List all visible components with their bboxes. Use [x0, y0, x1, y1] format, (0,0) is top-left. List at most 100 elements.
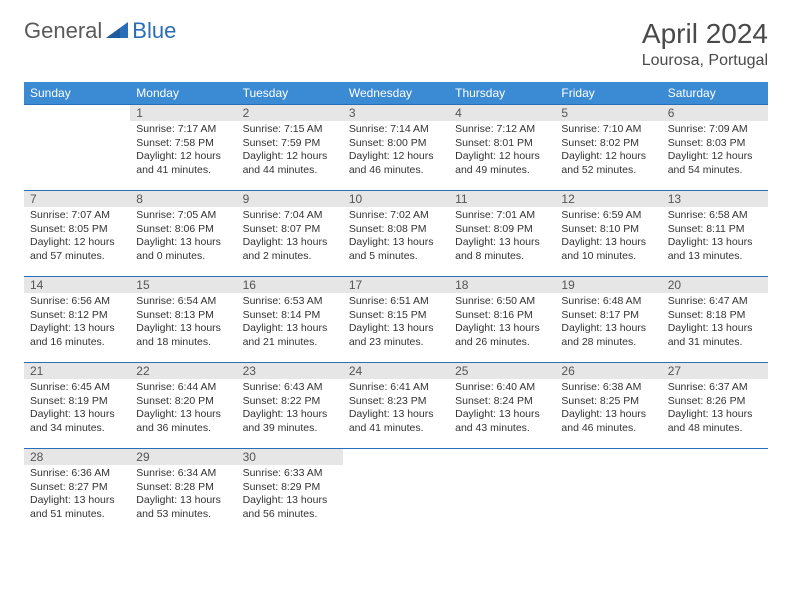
- sunrise-line: Sunrise: 6:38 AM: [561, 381, 655, 395]
- day-cell: 26 Sunrise: 6:38 AMSunset: 8:25 PMDayligh…: [555, 363, 661, 449]
- daylight-line: Daylight: 13 hours and 21 minutes.: [243, 322, 337, 349]
- day-details: Sunrise: 7:07 AMSunset: 8:05 PMDaylight:…: [24, 207, 130, 268]
- sunset-line: Sunset: 8:20 PM: [136, 395, 230, 409]
- day-number: 30: [237, 449, 343, 465]
- day-cell: 28Sunrise: 6:36 AMSunset: 8:27 PMDayligh…: [24, 449, 130, 535]
- day-number: 29: [130, 449, 236, 465]
- day-number: 6: [662, 105, 768, 121]
- sunrise-line: Sunrise: 6:45 AM: [30, 381, 124, 395]
- day-details: Sunrise: 7:17 AMSunset: 7:58 PMDaylight:…: [130, 121, 236, 182]
- weekday-header: Friday: [555, 82, 661, 105]
- sunset-line: Sunset: 8:05 PM: [30, 223, 124, 237]
- empty-cell: [24, 105, 130, 191]
- day-number: 16: [237, 277, 343, 293]
- daylight-line: Daylight: 13 hours and 56 minutes.: [243, 494, 337, 521]
- daylight-line: Daylight: 12 hours and 49 minutes.: [455, 150, 549, 177]
- daylight-line: Daylight: 13 hours and 36 minutes.: [136, 408, 230, 435]
- sunset-line: Sunset: 8:23 PM: [349, 395, 443, 409]
- sunrise-line: Sunrise: 7:17 AM: [136, 123, 230, 137]
- sunset-line: Sunset: 7:58 PM: [136, 137, 230, 151]
- sunset-line: Sunset: 7:59 PM: [243, 137, 337, 151]
- sunrise-line: Sunrise: 6:59 AM: [561, 209, 655, 223]
- day-cell: 15Sunrise: 6:54 AMSunset: 8:13 PMDayligh…: [130, 277, 236, 363]
- weekday-header: Tuesday: [237, 82, 343, 105]
- sunset-line: Sunset: 8:00 PM: [349, 137, 443, 151]
- sunset-line: Sunset: 8:25 PM: [561, 395, 655, 409]
- day-cell: 23Sunrise: 6:43 AMSunset: 8:22 PMDayligh…: [237, 363, 343, 449]
- day-cell: 13Sunrise: 6:58 AMSunset: 8:11 PMDayligh…: [662, 191, 768, 277]
- daylight-line: Daylight: 13 hours and 13 minutes.: [668, 236, 762, 263]
- day-number: 10: [343, 191, 449, 207]
- calendar-row: 28Sunrise: 6:36 AMSunset: 8:27 PMDayligh…: [24, 449, 768, 535]
- sunset-line: Sunset: 8:08 PM: [349, 223, 443, 237]
- day-number: 20: [662, 277, 768, 293]
- daylight-line: Daylight: 13 hours and 51 minutes.: [30, 494, 124, 521]
- day-number: 8: [130, 191, 236, 207]
- day-details: Sunrise: 6:44 AMSunset: 8:20 PMDaylight:…: [130, 379, 236, 440]
- weekday-header: Saturday: [662, 82, 768, 105]
- day-details: Sunrise: 7:12 AMSunset: 8:01 PMDaylight:…: [449, 121, 555, 182]
- day-details: Sunrise: 6:48 AMSunset: 8:17 PMDaylight:…: [555, 293, 661, 354]
- title-block: April 2024 Lourosa, Portugal: [642, 18, 768, 70]
- sunrise-line: Sunrise: 6:44 AM: [136, 381, 230, 395]
- daylight-line: Daylight: 13 hours and 43 minutes.: [455, 408, 549, 435]
- day-cell: 22Sunrise: 6:44 AMSunset: 8:20 PMDayligh…: [130, 363, 236, 449]
- calendar: SundayMondayTuesdayWednesdayThursdayFrid…: [24, 82, 768, 535]
- day-number: 14: [24, 277, 130, 293]
- daylight-line: Daylight: 13 hours and 34 minutes.: [30, 408, 124, 435]
- sunset-line: Sunset: 8:11 PM: [668, 223, 762, 237]
- day-number: 26: [555, 363, 661, 379]
- weekday-row: SundayMondayTuesdayWednesdayThursdayFrid…: [24, 82, 768, 105]
- daylight-line: Daylight: 13 hours and 31 minutes.: [668, 322, 762, 349]
- sunrise-line: Sunrise: 7:01 AM: [455, 209, 549, 223]
- sunset-line: Sunset: 8:12 PM: [30, 309, 124, 323]
- sunset-line: Sunset: 8:14 PM: [243, 309, 337, 323]
- day-cell: 17Sunrise: 6:51 AMSunset: 8:15 PMDayligh…: [343, 277, 449, 363]
- sunrise-line: Sunrise: 7:12 AM: [455, 123, 549, 137]
- empty-cell: [449, 449, 555, 535]
- sunrise-line: Sunrise: 6:51 AM: [349, 295, 443, 309]
- empty-cell: [555, 449, 661, 535]
- day-details: Sunrise: 6:53 AMSunset: 8:14 PMDaylight:…: [237, 293, 343, 354]
- day-details: Sunrise: 6:41 AMSunset: 8:23 PMDaylight:…: [343, 379, 449, 440]
- daylight-line: Daylight: 13 hours and 46 minutes.: [561, 408, 655, 435]
- day-details: Sunrise: 6:59 AMSunset: 8:10 PMDaylight:…: [555, 207, 661, 268]
- day-cell: 6Sunrise: 7:09 AMSunset: 8:03 PMDaylight…: [662, 105, 768, 191]
- day-details: Sunrise: 6:56 AMSunset: 8:12 PMDaylight:…: [24, 293, 130, 354]
- daylight-line: Daylight: 13 hours and 18 minutes.: [136, 322, 230, 349]
- daylight-line: Daylight: 13 hours and 16 minutes.: [30, 322, 124, 349]
- daylight-line: Daylight: 13 hours and 39 minutes.: [243, 408, 337, 435]
- sunrise-line: Sunrise: 7:10 AM: [561, 123, 655, 137]
- sunrise-line: Sunrise: 6:56 AM: [30, 295, 124, 309]
- day-details: Sunrise: 6:50 AMSunset: 8:16 PMDaylight:…: [449, 293, 555, 354]
- day-details: Sunrise: 7:10 AMSunset: 8:02 PMDaylight:…: [555, 121, 661, 182]
- daylight-line: Daylight: 13 hours and 41 minutes.: [349, 408, 443, 435]
- sunrise-line: Sunrise: 6:33 AM: [243, 467, 337, 481]
- day-number: 28: [24, 449, 130, 465]
- daylight-line: Daylight: 13 hours and 28 minutes.: [561, 322, 655, 349]
- daylight-line: Daylight: 13 hours and 26 minutes.: [455, 322, 549, 349]
- daylight-line: Daylight: 13 hours and 8 minutes.: [455, 236, 549, 263]
- sunrise-line: Sunrise: 7:02 AM: [349, 209, 443, 223]
- sunset-line: Sunset: 8:13 PM: [136, 309, 230, 323]
- sunset-line: Sunset: 8:18 PM: [668, 309, 762, 323]
- day-number: 27: [662, 363, 768, 379]
- sunset-line: Sunset: 8:03 PM: [668, 137, 762, 151]
- daylight-line: Daylight: 12 hours and 41 minutes.: [136, 150, 230, 177]
- day-number: 3: [343, 105, 449, 121]
- sunset-line: Sunset: 8:02 PM: [561, 137, 655, 151]
- sunset-line: Sunset: 8:27 PM: [30, 481, 124, 495]
- daylight-line: Daylight: 13 hours and 23 minutes.: [349, 322, 443, 349]
- month-title: April 2024: [642, 18, 768, 50]
- day-cell: 7Sunrise: 7:07 AMSunset: 8:05 PMDaylight…: [24, 191, 130, 277]
- sunset-line: Sunset: 8:16 PM: [455, 309, 549, 323]
- sunrise-line: Sunrise: 7:07 AM: [30, 209, 124, 223]
- sunset-line: Sunset: 8:28 PM: [136, 481, 230, 495]
- day-details: Sunrise: 7:14 AMSunset: 8:00 PMDaylight:…: [343, 121, 449, 182]
- day-number: 19: [555, 277, 661, 293]
- sunset-line: Sunset: 8:24 PM: [455, 395, 549, 409]
- sunrise-line: Sunrise: 6:40 AM: [455, 381, 549, 395]
- day-details: Sunrise: 6:58 AMSunset: 8:11 PMDaylight:…: [662, 207, 768, 268]
- day-cell: 5Sunrise: 7:10 AMSunset: 8:02 PMDaylight…: [555, 105, 661, 191]
- sunrise-line: Sunrise: 6:48 AM: [561, 295, 655, 309]
